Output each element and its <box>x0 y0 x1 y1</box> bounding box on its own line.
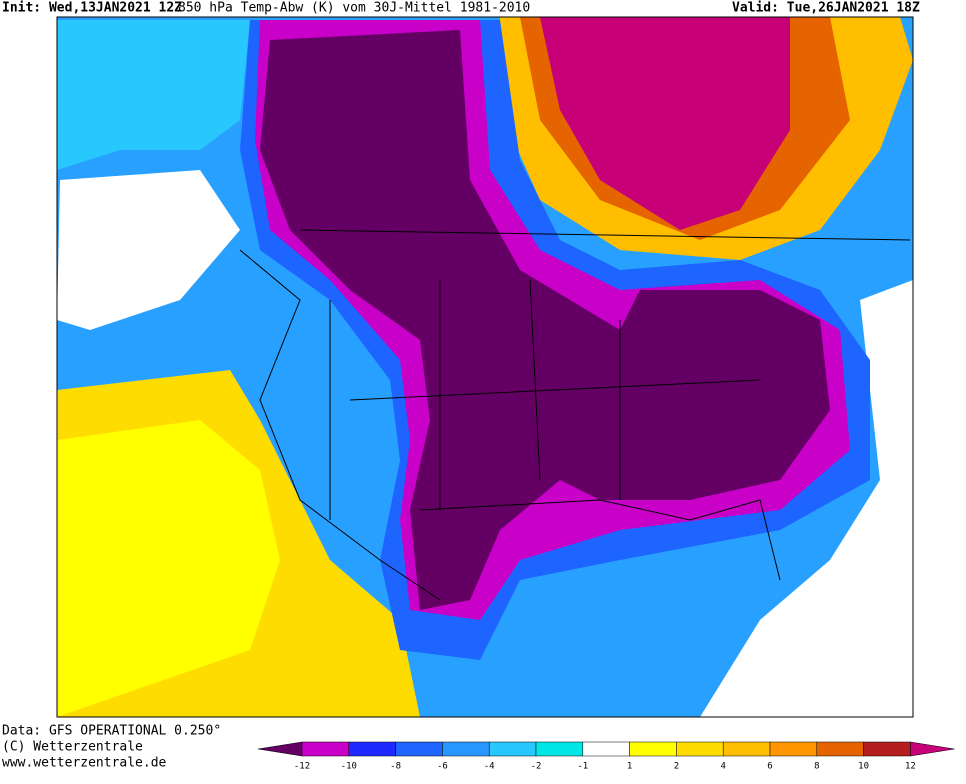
colorbar-tick-label: -10 <box>341 762 357 772</box>
colorbar-tick-label: -4 <box>484 762 495 772</box>
colorbar-segment <box>488 741 537 757</box>
data-source: Data: GFS OPERATIONAL 0.250° <box>2 724 221 739</box>
colorbar-segment <box>442 741 490 757</box>
colorbar-segment <box>769 741 818 757</box>
colorbar: -12 -10 -8 -6 -4 -2 -1 1 2 4 6 8 10 12 <box>257 741 955 772</box>
colorbar-segment <box>629 741 677 757</box>
colorbar-tick-label: 10 <box>858 762 869 772</box>
colorbar-end-high <box>910 741 955 757</box>
colorbar-tick-label: -8 <box>390 762 401 772</box>
colorbar-tick-label: 6 <box>767 762 772 772</box>
copyright: (C) Wetterzentrale <box>2 740 143 755</box>
init-time: Init: Wed,13JAN2021 12Z <box>2 1 182 16</box>
valid-time: Valid: Tue,26JAN2021 18Z <box>732 1 920 16</box>
colorbar-segment <box>722 741 771 757</box>
website: www.wetterzentrale.de <box>2 756 167 771</box>
colorbar-tick-label: -1 <box>577 762 588 772</box>
colorbar-segment <box>395 741 443 757</box>
anomaly-field <box>57 17 913 717</box>
colorbar-segment <box>816 741 864 757</box>
colorbar-tick-label: -2 <box>531 762 542 772</box>
colorbar-tick-label: 4 <box>720 762 725 772</box>
colorbar-tick-label: 1 <box>627 762 632 772</box>
map-title: 850 hPa Temp-Abw (K) vom 30J-Mittel 1981… <box>178 1 530 16</box>
colorbar-tick-label: 12 <box>905 762 916 772</box>
colorbar-tick-label: 2 <box>674 762 679 772</box>
colorbar-end-low <box>257 741 303 757</box>
colorbar-segment <box>535 741 584 757</box>
colorbar-tick-label: -12 <box>294 762 310 772</box>
map-frame <box>56 16 914 718</box>
colorbar-segment <box>301 741 350 757</box>
colorbar-segment <box>348 741 396 757</box>
colorbar-segment <box>676 741 724 757</box>
colorbar-tick-label: 8 <box>814 762 819 772</box>
colorbar-segment <box>863 741 911 757</box>
colorbar-segment <box>582 741 630 757</box>
colorbar-tick-label: -6 <box>437 762 448 772</box>
